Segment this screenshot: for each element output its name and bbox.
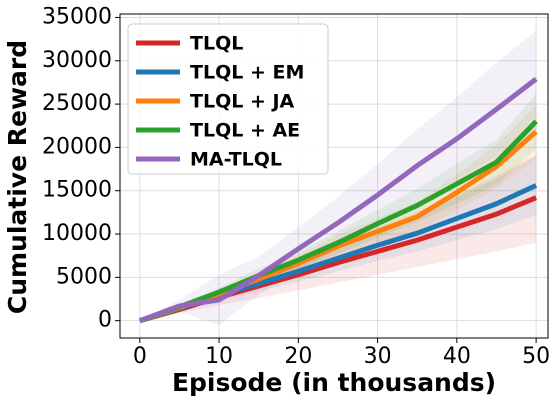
y-tick-label: 25000 [42, 91, 112, 116]
y-tick-label: 35000 [42, 4, 112, 29]
y-tick-label: 15000 [42, 178, 112, 203]
confidence-band [139, 154, 537, 321]
x-tick-label: 40 [443, 344, 471, 369]
legend-label: TLQL + EM [190, 62, 304, 84]
legend-box [127, 23, 329, 175]
x-tick-label: 30 [364, 344, 392, 369]
legend-label: TLQL [190, 33, 243, 55]
series-line [138, 76, 538, 324]
legend-label: MA-TLQL [190, 149, 282, 171]
legend-label: TLQL + AE [190, 120, 300, 142]
legend-label: TLQL + JA [190, 91, 295, 113]
x-axis-label: Episode (in thousands) [172, 368, 496, 397]
y-tick-label: 20000 [42, 134, 112, 159]
y-axis-label: Cumulative Reward [3, 40, 32, 314]
series-line [138, 119, 538, 324]
confidence-band [139, 156, 537, 321]
x-tick-label: 20 [284, 344, 312, 369]
y-tick-label: 30000 [42, 48, 112, 73]
y-tick-label: 10000 [42, 221, 112, 246]
plot-frame [119, 13, 549, 339]
y-tick-label: 0 [98, 308, 112, 333]
confidence-band [139, 30, 537, 326]
y-tick-label: 5000 [56, 264, 112, 289]
x-tick-label: 50 [522, 344, 550, 369]
x-tick-label: 0 [133, 344, 147, 369]
x-tick-label: 10 [205, 344, 233, 369]
